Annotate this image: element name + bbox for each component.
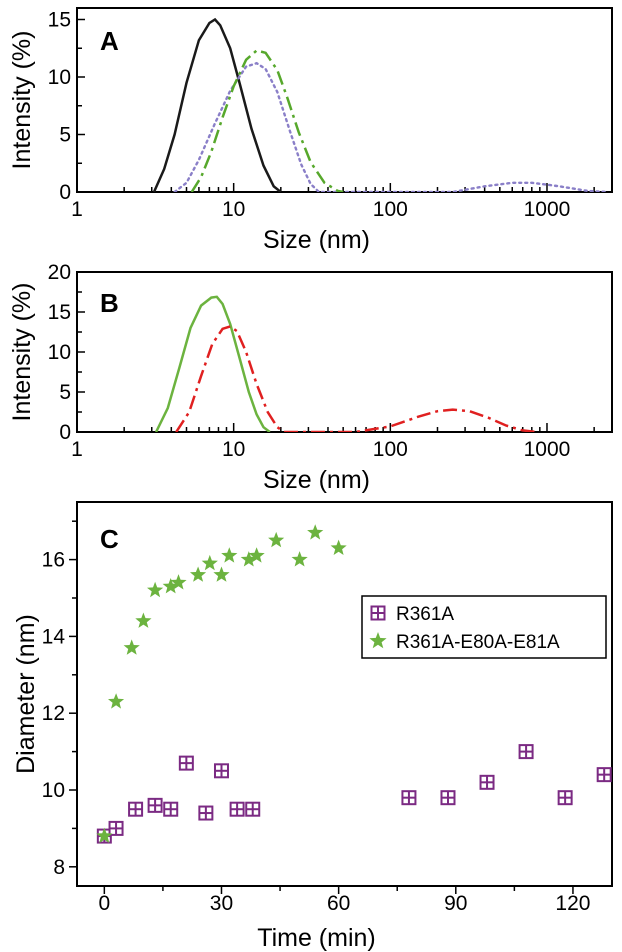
star-point — [307, 524, 324, 540]
star-point — [123, 639, 140, 655]
series-line-solid — [154, 295, 271, 432]
boxed-plus-point — [147, 797, 163, 813]
boxed-plus-point — [163, 801, 179, 817]
boxed-plus-point — [596, 767, 612, 783]
y-axis-label: Intensity (%) — [8, 283, 36, 422]
legend-entry: R361A-E80A-E81A — [396, 632, 560, 653]
y-tick-label: 8 — [53, 856, 65, 879]
y-tick-label: 0 — [59, 421, 71, 444]
x-tick-label: 60 — [327, 892, 350, 915]
star-point — [190, 566, 207, 582]
plot-frame — [76, 271, 613, 433]
boxed-plus-point — [213, 763, 229, 779]
star-point — [135, 612, 152, 628]
plot-frame — [76, 501, 613, 887]
panel-label: A — [100, 26, 119, 56]
boxed-plus-point — [245, 801, 261, 817]
star-point — [221, 547, 238, 563]
star-point — [170, 574, 187, 590]
y-tick-label: 15 — [48, 9, 71, 32]
star-point — [162, 578, 179, 594]
boxed-plus-point — [518, 744, 534, 760]
panel-label: C — [100, 524, 119, 554]
x-tick-label: 10 — [222, 198, 245, 221]
y-tick-label: 10 — [48, 341, 71, 364]
x-tick-label: 30 — [210, 892, 233, 915]
plot-frame — [76, 7, 613, 193]
y-axis-label: Diameter (nm) — [12, 614, 40, 774]
y-tick-label: 5 — [59, 381, 71, 404]
legend: R361A R361A-E80A-E81A — [361, 595, 607, 659]
boxed-plus-point — [479, 774, 495, 790]
boxed-plus-point — [108, 820, 124, 836]
star-point — [96, 827, 113, 843]
series-line-dashdot — [175, 325, 537, 432]
star-point — [201, 554, 218, 571]
x-tick-label: 100 — [373, 438, 408, 461]
legend-boxed-plus-marker — [370, 605, 386, 621]
series-line-solid — [152, 17, 282, 192]
star-point — [108, 693, 125, 709]
boxed-plus-point — [440, 790, 456, 806]
star-point — [248, 547, 265, 563]
boxed-plus-point — [557, 790, 573, 806]
boxed-plus-point — [401, 790, 417, 806]
panel-b: B 1 10 100 1000 0 5 10 15 20 Size (nm) Intensity (%… — [8, 261, 613, 494]
x-tick-label: 0 — [98, 892, 110, 915]
x-axis-label: Size (nm) — [263, 226, 370, 254]
star-point — [213, 566, 230, 582]
star-point — [147, 581, 164, 598]
y-tick-label: 12 — [42, 702, 65, 725]
star-point — [268, 531, 285, 548]
series-line-dotted — [173, 61, 608, 192]
panel-a: A 1 10 100 1000 0 5 10 15 Size (nm) Intensity (%) — [8, 7, 613, 254]
y-tick-label: 10 — [48, 66, 71, 89]
x-tick-label: 100 — [373, 198, 408, 221]
panel-label: B — [100, 288, 119, 318]
y-tick-label: 5 — [59, 124, 71, 147]
star-point — [330, 539, 347, 555]
y-axis-label: Intensity (%) — [8, 31, 36, 170]
legend-entry: R361A — [396, 604, 454, 625]
y-tick-label: 14 — [42, 625, 66, 648]
x-axis-label: Size (nm) — [263, 466, 370, 494]
x-tick-label: 10 — [222, 438, 245, 461]
legend-box — [361, 595, 607, 659]
boxed-plus-point — [229, 801, 245, 817]
x-tick-label: 1 — [71, 438, 83, 461]
boxed-plus-point — [198, 805, 214, 821]
x-tick-label: 1000 — [524, 438, 571, 461]
x-axis-label: Time (min) — [257, 924, 376, 952]
x-tick-label: 120 — [555, 892, 590, 915]
y-tick-label: 10 — [42, 779, 65, 802]
x-tick-label: 1000 — [524, 198, 571, 221]
y-tick-label: 16 — [42, 549, 65, 572]
star-point — [240, 551, 257, 567]
boxed-plus-point — [178, 755, 194, 771]
x-tick-label: 1 — [71, 198, 83, 221]
series-line-dashdot — [190, 49, 344, 192]
y-tick-label: 0 — [59, 181, 71, 204]
legend-star-marker — [369, 632, 387, 649]
star-point — [291, 551, 308, 567]
y-tick-label: 20 — [48, 261, 71, 284]
x-tick-label: 90 — [444, 892, 467, 915]
panel-c: C 0 30 60 90 120 8 10 12 14 16 Time (min) Diameter (… — [12, 501, 613, 952]
boxed-plus-point — [128, 801, 144, 817]
y-tick-label: 15 — [48, 301, 71, 324]
